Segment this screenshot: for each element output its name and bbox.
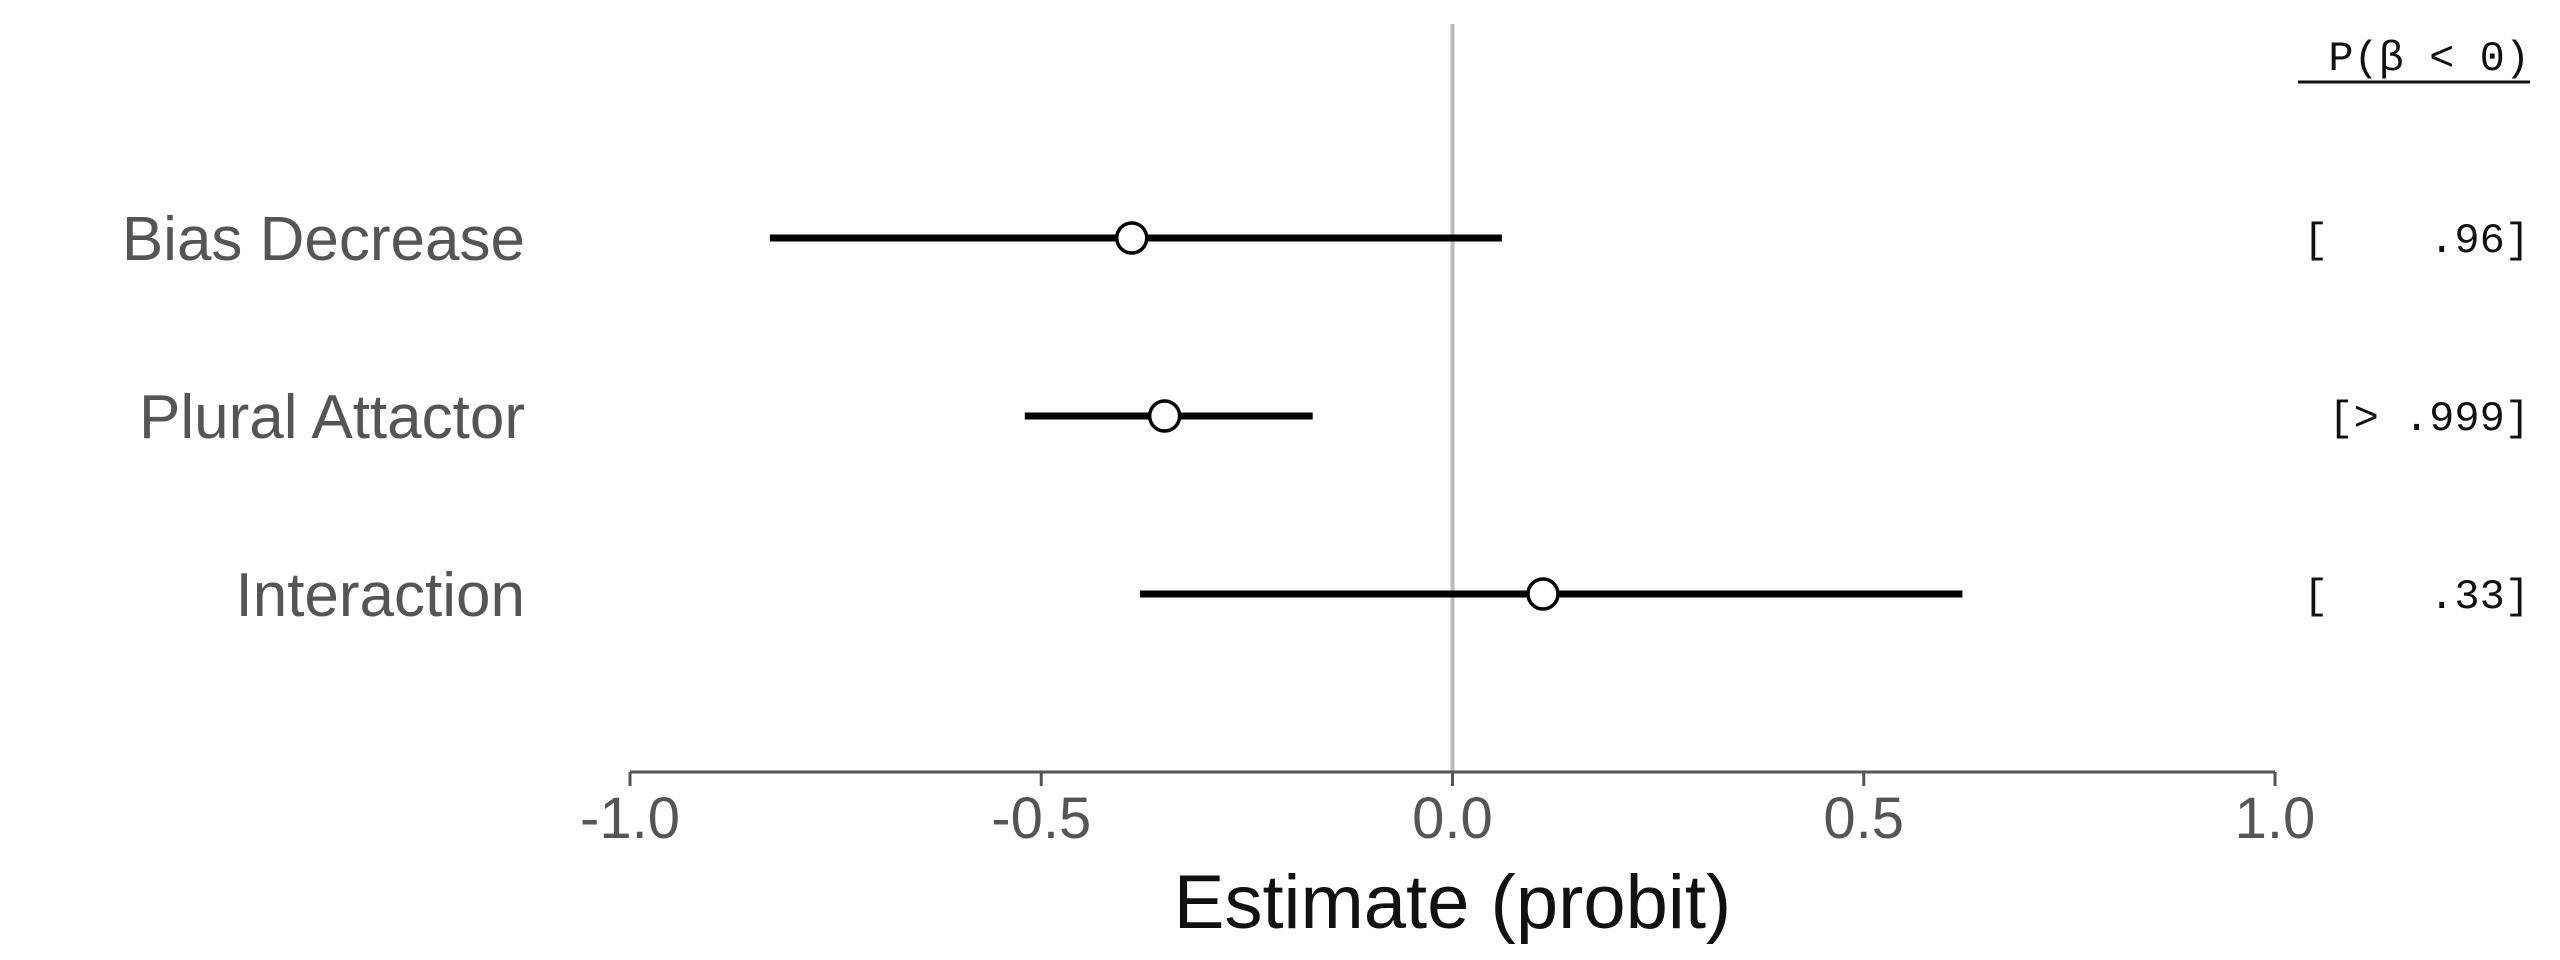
- rows-layer: Bias Decrease [ .96] Plural Attactor [> .99…: [122, 205, 2530, 630]
- row: Bias Decrease [ .96]: [122, 205, 2530, 274]
- x-ticks: -1.0 -0.5 0.0 0.5 1.0: [580, 772, 2315, 851]
- point-estimate: [1526, 577, 1560, 611]
- point-estimate: [1147, 399, 1182, 433]
- row-label: Plural Attactor: [139, 383, 525, 452]
- probability-value: [> .999]: [2328, 395, 2530, 443]
- row: Interaction [ .33]: [235, 561, 2530, 630]
- x-axis-title: Estimate (probit): [1174, 860, 1732, 945]
- probability-column-header: P(β < 0): [2328, 35, 2530, 83]
- probability-value: [ .33]: [2303, 573, 2530, 621]
- x-tick-label: 1.0: [2235, 786, 2316, 851]
- point-estimate: [1114, 221, 1149, 255]
- probability-value: [ .96]: [2303, 217, 2530, 265]
- row: Plural Attactor [> .999]: [139, 383, 2530, 452]
- x-tick-label: -0.5: [991, 786, 1091, 851]
- row-label: Interaction: [235, 561, 525, 630]
- x-tick-label: 0.5: [1823, 786, 1904, 851]
- row-label: Bias Decrease: [122, 205, 525, 274]
- x-tick-label: -1.0: [580, 786, 680, 851]
- x-tick-label: 0.0: [1412, 786, 1493, 851]
